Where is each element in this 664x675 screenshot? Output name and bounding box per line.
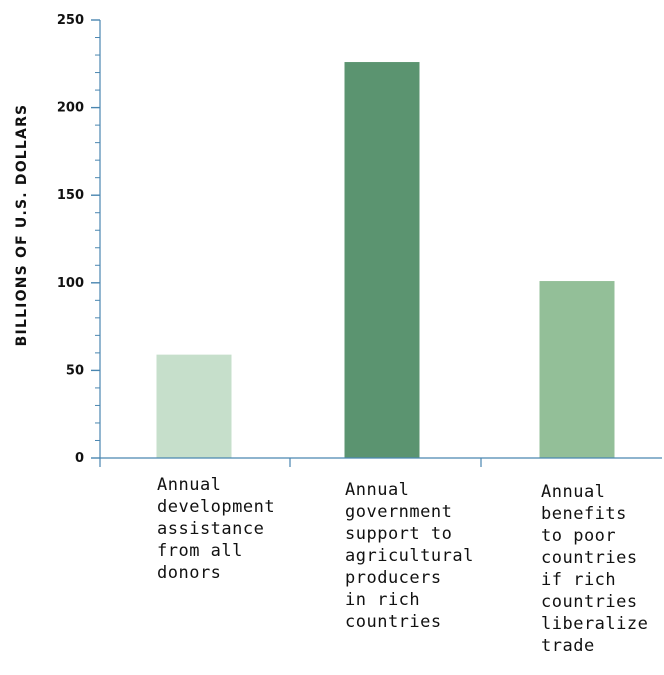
category-1-line: assistance [157,519,265,539]
category-label-2: Annual government support to agricultura… [345,479,474,633]
category-label-1: Annual development assistance from all d… [157,474,275,584]
category-2-line: in rich [345,590,421,610]
category-2-line: agricultural [345,546,474,566]
category-3-line: if rich [541,570,617,590]
category-3-line: trade [541,636,595,656]
category-1-line: Annual [157,475,222,495]
category-3-line: liberalize [541,614,649,634]
category-2-line: Annual [345,480,410,500]
y-tick-label: 50 [66,363,84,378]
category-3-line: benefits [541,504,627,524]
category-1-line: from all [157,541,243,561]
category-3-line: Annual [541,482,606,502]
category-2-line: government [345,502,453,522]
y-tick-label: 250 [57,13,84,28]
category-2-line: support to [345,524,453,544]
category-3-line: to poor [541,526,617,546]
category-2-line: producers [345,568,442,588]
category-3-line: countries [541,548,638,568]
category-2-line: countries [345,612,442,632]
category-label-3: Annual benefits to poor countries if ric… [541,481,648,657]
category-1-line: development [157,497,276,517]
category-3-line: countries [541,592,638,612]
y-tick-label: 0 [75,451,84,466]
category-1-line: donors [157,563,222,583]
y-tick-label: 200 [57,101,84,116]
bar-3 [539,281,615,458]
y-tick-label: 100 [57,276,84,291]
bar-2 [344,62,420,458]
y-tick-label: 150 [57,188,84,203]
bar-1 [156,354,232,458]
